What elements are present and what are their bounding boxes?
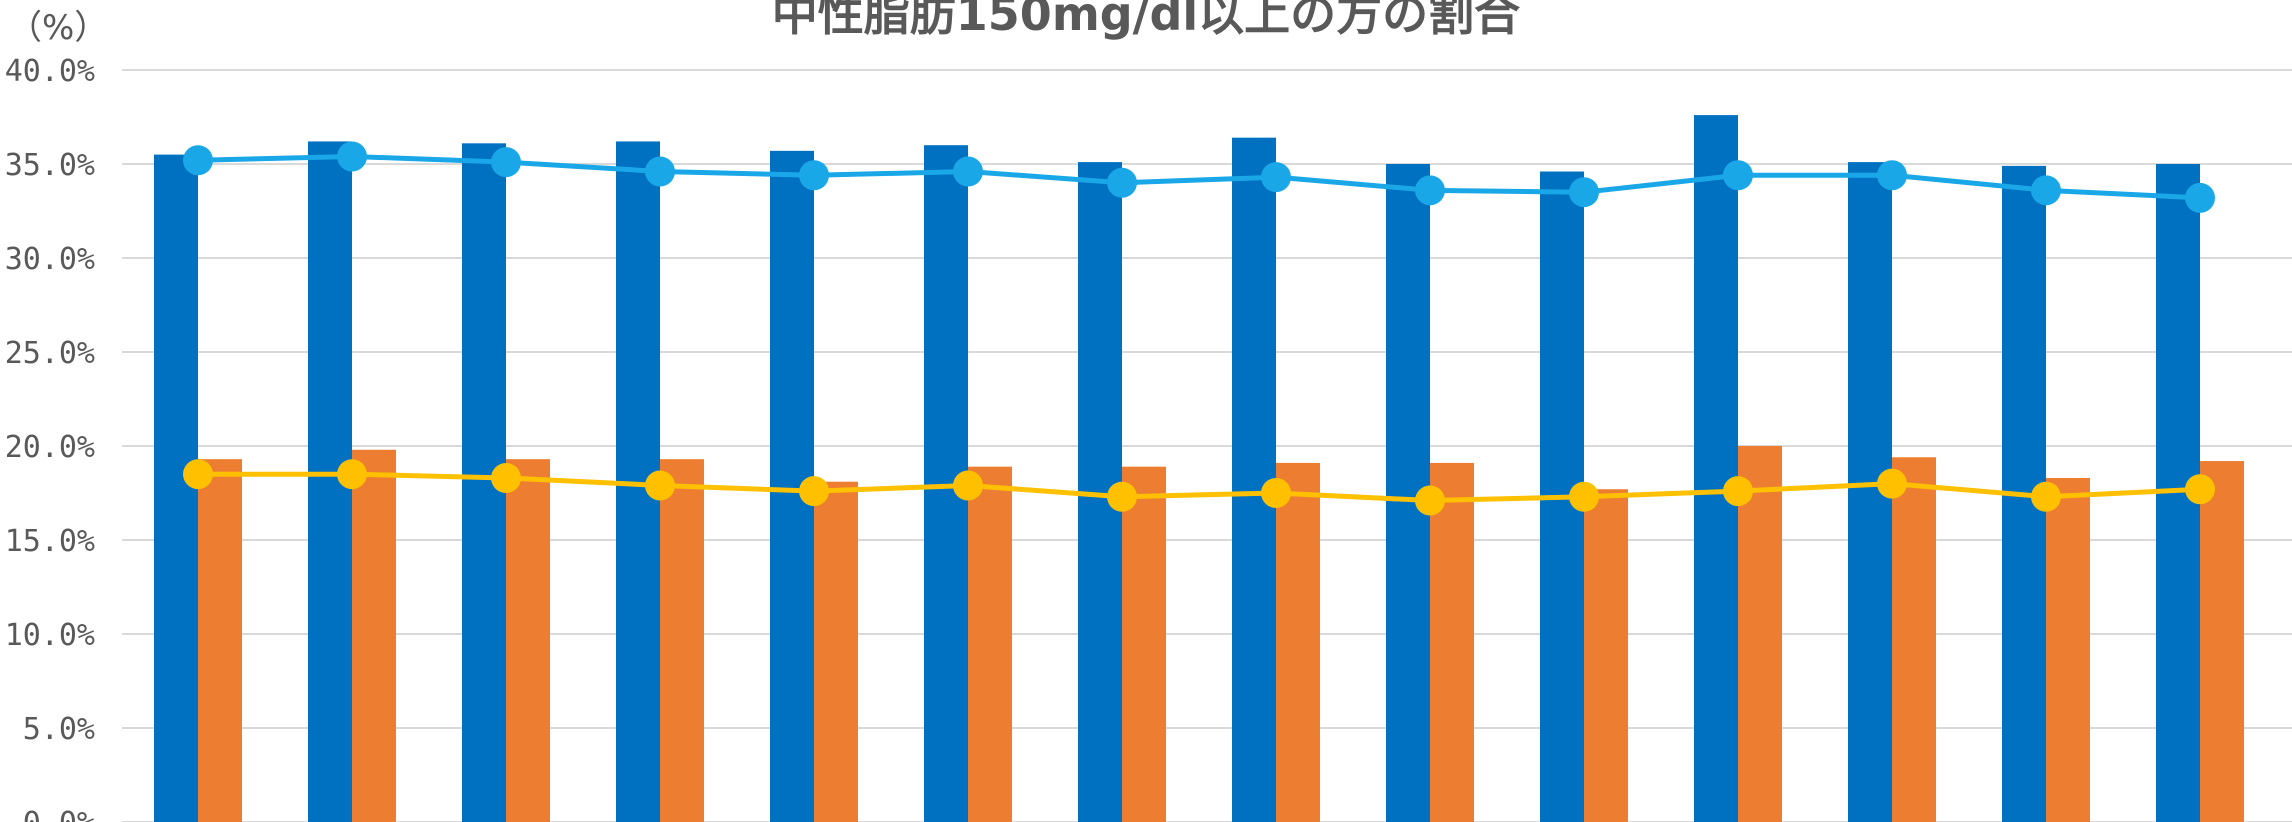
line-point — [2185, 182, 2215, 213]
line-point — [1569, 177, 1599, 208]
bar — [154, 154, 198, 822]
bar — [1276, 462, 1320, 822]
line-point — [183, 459, 213, 490]
line-point — [1107, 481, 1137, 512]
y-tick-label: 10.0% — [5, 618, 95, 653]
bar — [1892, 457, 1936, 822]
line-point — [1569, 481, 1599, 512]
bar — [1584, 489, 1628, 822]
bar — [660, 459, 704, 822]
bar — [1232, 137, 1276, 822]
line-point — [491, 147, 521, 178]
line-point — [1415, 485, 1445, 516]
line-point — [183, 145, 213, 176]
bar — [198, 459, 242, 822]
line-point — [1723, 160, 1753, 191]
line-point — [953, 470, 983, 501]
line-point — [1415, 175, 1445, 206]
series-line — [197, 153, 2201, 201]
y-tick-label: 20.0% — [5, 430, 95, 465]
bar — [1430, 462, 1474, 822]
line-point — [645, 156, 675, 187]
bar — [1122, 466, 1166, 822]
y-axis-unit-label: （%） — [8, 8, 109, 48]
line-point — [799, 160, 829, 191]
line-point — [2185, 474, 2215, 505]
bar — [506, 459, 550, 822]
line-point — [1723, 476, 1753, 507]
bar — [1738, 446, 1782, 822]
y-tick-label: 25.0% — [5, 336, 95, 371]
line-point — [2031, 175, 2061, 206]
line-point — [1261, 162, 1291, 193]
line-point — [1261, 478, 1291, 508]
line-point — [799, 476, 829, 507]
bar — [814, 481, 858, 822]
line-point — [645, 470, 675, 501]
y-tick-label: 0.0% — [23, 806, 95, 822]
line-point — [1877, 468, 1907, 499]
bar — [1694, 115, 1738, 822]
bar — [2046, 477, 2090, 822]
y-tick-label: 5.0% — [23, 712, 95, 747]
y-tick-label: 40.0% — [5, 54, 95, 89]
line-point — [337, 141, 367, 172]
bar — [352, 449, 396, 822]
line-point — [953, 156, 983, 187]
line-point — [337, 459, 367, 490]
y-tick-label: 30.0% — [5, 242, 95, 277]
y-tick-label: 15.0% — [5, 524, 95, 559]
line-point — [1877, 160, 1907, 191]
line-point — [2031, 481, 2061, 512]
series-line — [198, 471, 2201, 504]
line-point — [491, 462, 521, 493]
line-point — [1107, 167, 1137, 198]
chart-title: 中性脂肪150mg/dl以上の方の割合 — [771, 0, 1521, 41]
bar — [968, 466, 1012, 822]
bar — [2200, 461, 2244, 822]
y-tick-label: 35.0% — [5, 148, 95, 183]
